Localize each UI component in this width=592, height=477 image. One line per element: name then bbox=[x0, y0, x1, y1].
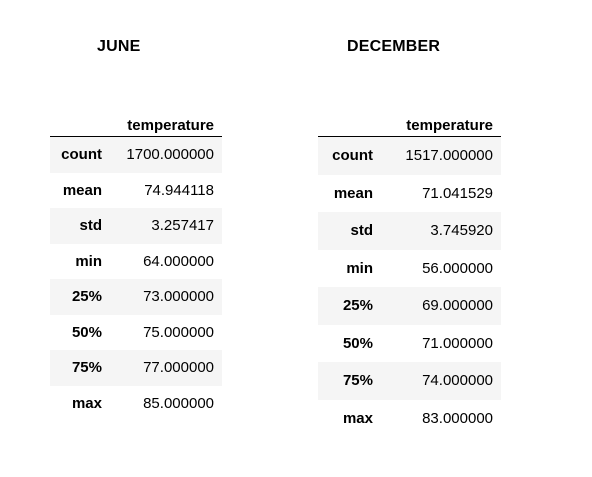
row-value: 56.000000 bbox=[422, 259, 493, 277]
december-column-header: temperature bbox=[406, 117, 493, 134]
row-value: 75.000000 bbox=[143, 323, 214, 341]
december-stats-table: temperature count 1517.000000 mean 71.04… bbox=[318, 107, 501, 437]
row-value: 85.000000 bbox=[143, 394, 214, 412]
table-row: 75% 77.000000 bbox=[50, 350, 222, 386]
row-label: min bbox=[346, 259, 373, 277]
table-row: mean 74.944118 bbox=[50, 173, 222, 209]
june-column-header: temperature bbox=[127, 117, 214, 134]
table-row: mean 71.041529 bbox=[318, 175, 501, 213]
table-row: max 83.000000 bbox=[318, 400, 501, 438]
table-row: min 64.000000 bbox=[50, 244, 222, 280]
table-row: count 1517.000000 bbox=[318, 137, 501, 175]
row-value: 83.000000 bbox=[422, 409, 493, 427]
row-value: 69.000000 bbox=[422, 297, 493, 315]
table-row: 75% 74.000000 bbox=[318, 362, 501, 400]
table-row: max 85.000000 bbox=[50, 386, 222, 422]
december-table-header: temperature bbox=[318, 107, 501, 136]
row-label: 25% bbox=[71, 288, 102, 306]
row-label: count bbox=[61, 146, 102, 164]
row-value: 74.944118 bbox=[144, 181, 214, 199]
table-row: count 1700.000000 bbox=[50, 137, 222, 173]
row-label: max bbox=[342, 409, 373, 427]
row-value: 3.745920 bbox=[430, 222, 493, 240]
row-label: count bbox=[332, 147, 373, 165]
row-value: 71.041529 bbox=[422, 184, 493, 202]
row-label: max bbox=[71, 394, 102, 412]
row-value: 77.000000 bbox=[143, 359, 214, 377]
row-value: 3.257417 bbox=[151, 217, 214, 235]
row-label: 75% bbox=[342, 372, 373, 390]
row-value: 73.000000 bbox=[143, 288, 214, 306]
row-value: 74.000000 bbox=[422, 372, 493, 390]
row-label: std bbox=[79, 217, 103, 235]
row-label: 50% bbox=[342, 334, 373, 352]
june-stats-table: temperature count 1700.000000 mean 74.94… bbox=[50, 108, 222, 421]
december-header-rule bbox=[318, 136, 501, 137]
december-title: DECEMBER bbox=[347, 38, 441, 55]
row-label: 75% bbox=[71, 359, 102, 377]
table-row: std 3.257417 bbox=[50, 208, 222, 244]
june-title: JUNE bbox=[97, 38, 141, 55]
row-value: 1517.000000 bbox=[405, 147, 493, 165]
row-value: 71.000000 bbox=[422, 334, 493, 352]
row-value: 64.000000 bbox=[143, 252, 214, 270]
table-row: min 56.000000 bbox=[318, 250, 501, 288]
row-label: min bbox=[75, 252, 102, 270]
table-row: 50% 71.000000 bbox=[318, 325, 501, 363]
june-table-header: temperature bbox=[50, 108, 222, 136]
june-header-rule bbox=[50, 136, 222, 137]
row-label: 25% bbox=[342, 297, 373, 315]
row-label: 50% bbox=[71, 323, 102, 341]
row-label: mean bbox=[333, 184, 373, 202]
row-value: 1700.000000 bbox=[126, 146, 214, 164]
table-row: 50% 75.000000 bbox=[50, 315, 222, 351]
row-label: std bbox=[350, 222, 374, 240]
table-row: std 3.745920 bbox=[318, 212, 501, 250]
table-row: 25% 73.000000 bbox=[50, 279, 222, 315]
row-label: mean bbox=[62, 181, 102, 199]
table-row: 25% 69.000000 bbox=[318, 287, 501, 325]
